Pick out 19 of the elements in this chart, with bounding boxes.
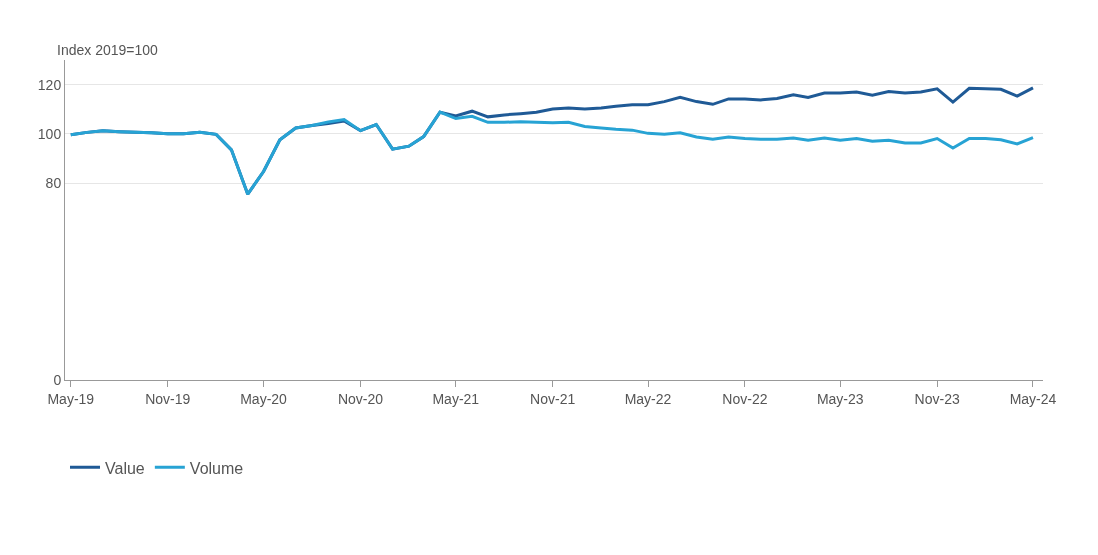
x-tick-label: Nov-20 xyxy=(337,390,384,407)
y-axis-title: Index 2019=100 xyxy=(57,42,159,58)
x-tick-label: May-20 xyxy=(240,390,288,407)
y-tick-label: 100 xyxy=(37,125,62,142)
y-tick-label: 80 xyxy=(45,174,62,191)
line-series xyxy=(69,110,1035,196)
legend-label: Volume xyxy=(189,459,244,477)
x-tick-label: Nov-21 xyxy=(530,390,576,407)
x-tick-label: May-22 xyxy=(624,390,672,407)
x-tick-label: May-21 xyxy=(432,390,480,407)
x-tick-label: Nov-23 xyxy=(914,390,960,407)
x-tick-label: Nov-22 xyxy=(722,390,768,407)
x-tick-label: May-23 xyxy=(816,390,864,407)
legend-label: Value xyxy=(105,459,145,477)
y-tick-label: 120 xyxy=(37,76,62,93)
y-tick-label: 0 xyxy=(53,371,62,388)
x-tick-label: Nov-19 xyxy=(145,390,191,407)
x-tick-label: May-19 xyxy=(47,390,95,407)
x-tick-label: May-24 xyxy=(1009,390,1057,407)
